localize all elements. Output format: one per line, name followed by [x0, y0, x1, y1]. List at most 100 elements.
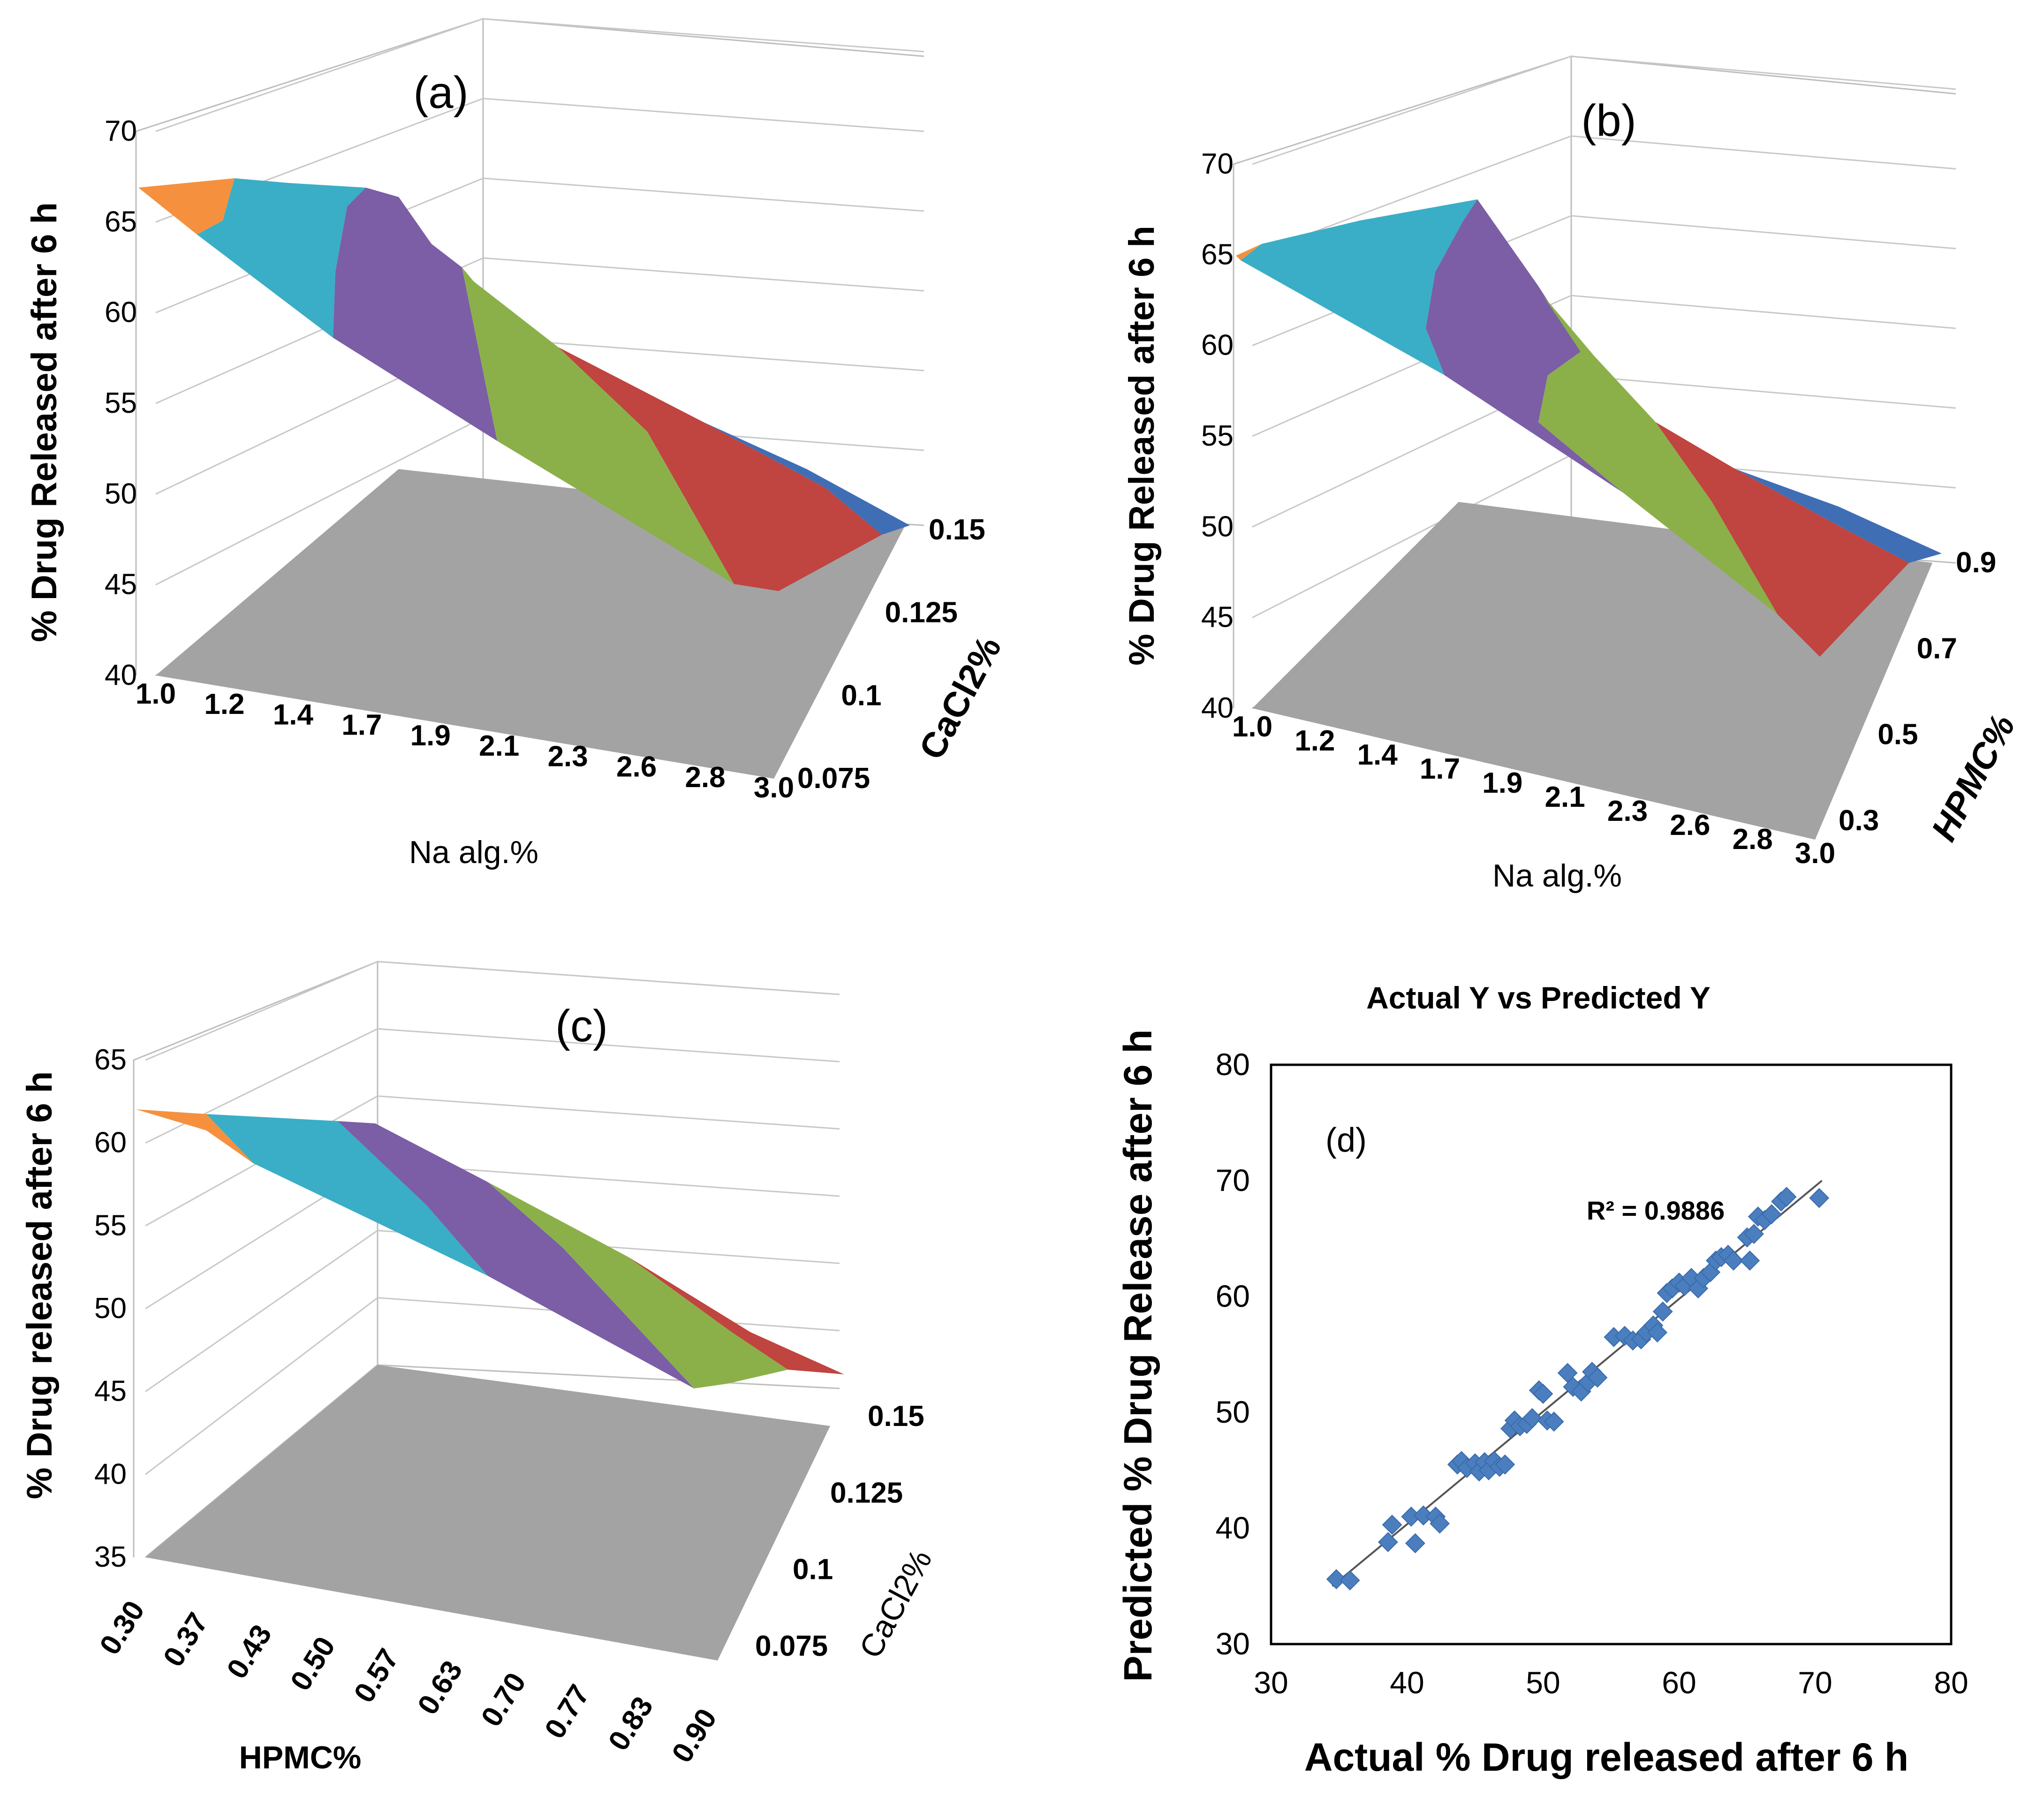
- data-point: [1522, 1408, 1543, 1428]
- x-tick-label: 80: [1934, 1665, 1968, 1700]
- panel-label-b: (b): [1581, 96, 1636, 146]
- y-axis-label-c: CaCl2%: [853, 1544, 939, 1664]
- surface-band-a-6: [704, 422, 910, 535]
- data-point: [1776, 1187, 1797, 1207]
- data-point: [1740, 1251, 1760, 1271]
- x-tick-label: 1.7: [1420, 753, 1460, 785]
- y-tick-label: 0.075: [755, 1630, 828, 1662]
- x-tick-label: 1.4: [1357, 739, 1398, 771]
- chart-title-d: Actual Y vs Predicted Y: [1366, 980, 1711, 1015]
- y-tick-label: 40: [1216, 1510, 1250, 1545]
- surface-band-b-1: [1236, 244, 1262, 260]
- surface-band-b-5: [1656, 422, 1909, 657]
- scatter-plot-d: Actual Y vs Predicted Y 30 40 50 60 70 80 30 4…: [1116, 980, 1968, 1779]
- z-tick-label: 70: [1201, 148, 1234, 180]
- x-axis-ticks-b: 1.0 1.2 1.4 1.7 1.9 2.1 2.3 2.6 2.8 3.0: [1232, 711, 1835, 870]
- x-tick-label: 1.2: [204, 688, 244, 720]
- data-point: [1382, 1515, 1402, 1535]
- x-tick-label: 2.8: [1733, 823, 1773, 856]
- y-tick-label: 0.1: [793, 1554, 833, 1586]
- surface-band-a-4: [462, 267, 734, 584]
- z-tick-label: 60: [94, 1127, 127, 1159]
- data-point: [1647, 1322, 1668, 1342]
- surface-band-c-3: [338, 1121, 694, 1388]
- surface-band-b-3: [1426, 199, 1623, 493]
- data-point: [1413, 1505, 1434, 1526]
- response-surface-a: [138, 178, 910, 591]
- wall-gridline: [155, 98, 924, 223]
- y-tick-label: 30: [1216, 1626, 1250, 1661]
- y-axis-ticks-b: 0.3 0.5 0.7 0.9: [1839, 546, 1996, 837]
- surface-band-a-3: [333, 188, 497, 441]
- x-tick-label: 0.43: [221, 1619, 278, 1684]
- x-tick-label: 0.77: [538, 1679, 596, 1744]
- x-tick-label: 3.0: [754, 772, 794, 804]
- x-tick-label: 2.1: [1545, 781, 1585, 813]
- x-tick-label: 0.30: [93, 1595, 151, 1660]
- data-points-d: [1326, 1187, 1830, 1591]
- z-axis-ticks-c: 35 40 45 50 55 60 65: [94, 1044, 127, 1573]
- panel-label-d: (d): [1325, 1122, 1367, 1159]
- x-tick-label: 0.90: [666, 1703, 723, 1768]
- z-tick-label: 65: [1201, 238, 1234, 271]
- z-tick-label: 35: [94, 1541, 127, 1573]
- data-point: [1761, 1204, 1782, 1225]
- y-tick-label: 60: [1216, 1279, 1250, 1313]
- wall-gridline: [1252, 135, 1956, 256]
- x-tick-label: 2.6: [616, 751, 657, 783]
- y-tick-label: 0.1: [841, 679, 881, 712]
- z-tick-label: 50: [94, 1292, 127, 1325]
- y-tick-label: 0.15: [868, 1400, 924, 1433]
- z-tick-label: 45: [1201, 601, 1234, 634]
- y-tick-label: 80: [1216, 1047, 1250, 1082]
- data-point: [1723, 1251, 1744, 1271]
- wall-gridline: [145, 1028, 840, 1144]
- x-tick-label: 1.4: [273, 698, 314, 731]
- z-tick-label: 55: [1201, 420, 1234, 452]
- x-tick-label: 70: [1798, 1665, 1832, 1700]
- response-surface-c: [136, 1109, 844, 1388]
- x-axis-label-b: Na alg.%: [1492, 858, 1622, 894]
- z-tick-label: 50: [105, 478, 137, 510]
- x-tick-label: 1.2: [1295, 725, 1335, 757]
- surface-band-a-2: [197, 178, 366, 338]
- x-tick-label: 2.6: [1670, 809, 1710, 842]
- z-tick-label: 65: [105, 205, 137, 238]
- z-tick-label: 40: [94, 1458, 127, 1490]
- data-point: [1378, 1532, 1398, 1553]
- x-tick-label: 1.0: [1232, 711, 1272, 743]
- y-tick-label: 0.125: [830, 1477, 903, 1509]
- surface-plot-b: 40 45 50 55 60 65 70 1.0 1.2 1.4 1.7 1.9 2.1 2.3 2.6 2…: [1122, 55, 2023, 894]
- z-tick-label: 55: [94, 1209, 127, 1242]
- y-tick-label: 0.5: [1877, 719, 1918, 751]
- x-tick-label: 2.8: [685, 761, 725, 794]
- z-tick-label: 50: [1201, 510, 1234, 543]
- y-tick-label: 0.075: [797, 762, 870, 795]
- surface-band-c-2: [206, 1114, 488, 1276]
- x-tick-label: 0.37: [157, 1607, 214, 1672]
- x-tick-label: 60: [1662, 1665, 1696, 1700]
- x-tick-label: 0.70: [475, 1667, 532, 1732]
- x-axis-ticks-a: 1.0 1.2 1.4 1.7 1.9 2.1 2.3 2.6 2.8 3.0: [136, 678, 794, 804]
- response-surface-b: [1236, 199, 1942, 657]
- x-tick-label: 2.3: [548, 740, 588, 773]
- y-tick-label: 50: [1216, 1395, 1250, 1429]
- x-tick-label: 2.3: [1607, 795, 1648, 827]
- surface-band-a-5: [558, 347, 882, 591]
- surface-band-b-4: [1538, 296, 1778, 614]
- y-axis-ticks-a: 0.075 0.1 0.125 0.15: [797, 514, 985, 795]
- y-axis-label-d: Predicted % Drug Release after 6 h: [1116, 1029, 1160, 1682]
- surface-band-c-4: [488, 1182, 788, 1388]
- panel-label-a: (a): [413, 68, 468, 118]
- x-tick-label: 1.9: [1482, 767, 1522, 799]
- back-wall-right: [1571, 55, 1956, 95]
- z-axis-label-a: % Drug Released after 6 h: [24, 202, 64, 642]
- surface-band-a-1: [138, 178, 235, 235]
- y-axis-label-b: HPMC%: [1924, 708, 2023, 847]
- wall-gridline: [155, 257, 924, 404]
- x-tick-label: 1.9: [410, 720, 451, 752]
- x-tick-label: 0.63: [411, 1655, 469, 1721]
- x-tick-label: 50: [1526, 1665, 1560, 1700]
